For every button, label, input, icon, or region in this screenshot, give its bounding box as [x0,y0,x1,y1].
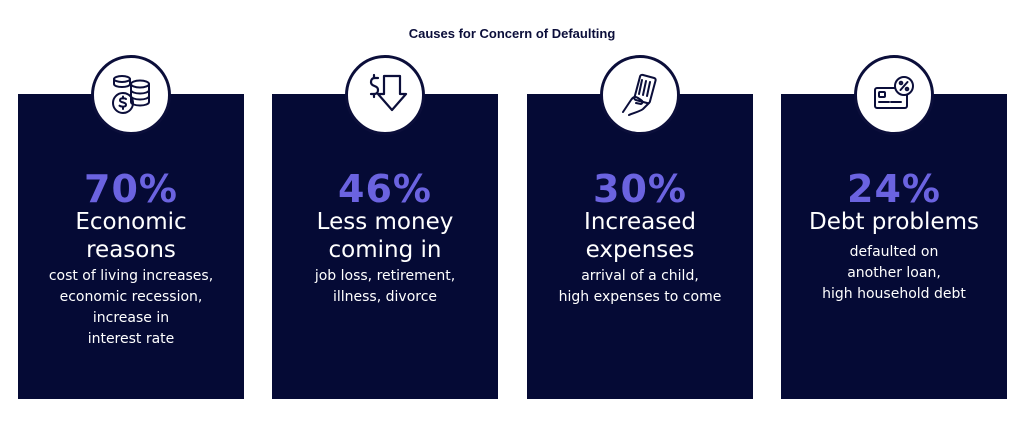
credit-card-percent-icon [854,55,934,135]
card-debt-problems: 24% Debt problems defaulted on another l… [781,94,1007,399]
card-description: cost of living increases, economic reces… [48,268,214,347]
card-heading: Debt problems [809,209,979,235]
card-description: arrival of a child, high expenses to com… [558,268,722,305]
card-heading: Economic reasons [75,209,187,263]
card-less-money: 46% Less money coming in job loss, retir… [272,94,498,399]
card-economic-reasons: 70% Economic reasons cost of living incr… [18,94,244,399]
card-heading: Less money coming in [316,209,454,263]
hand-card-icon [600,55,680,135]
card-description: job loss, retirement, illness, divorce [314,268,456,305]
card-heading: Increased expenses [584,209,696,263]
coins-dollar-icon [91,55,171,135]
page-title: Causes for Concern of Defaulting [408,26,616,41]
card-increased-expenses: 30% Increased expenses arrival of a chil… [527,94,753,399]
percent-value: 30% [593,167,687,211]
percent-value: 24% [847,167,941,211]
percent-value: 70% [84,167,178,211]
percent-value: 46% [338,167,432,211]
dollar-down-arrow-icon [345,55,425,135]
card-description: defaulted on another loan, high househol… [822,244,966,302]
